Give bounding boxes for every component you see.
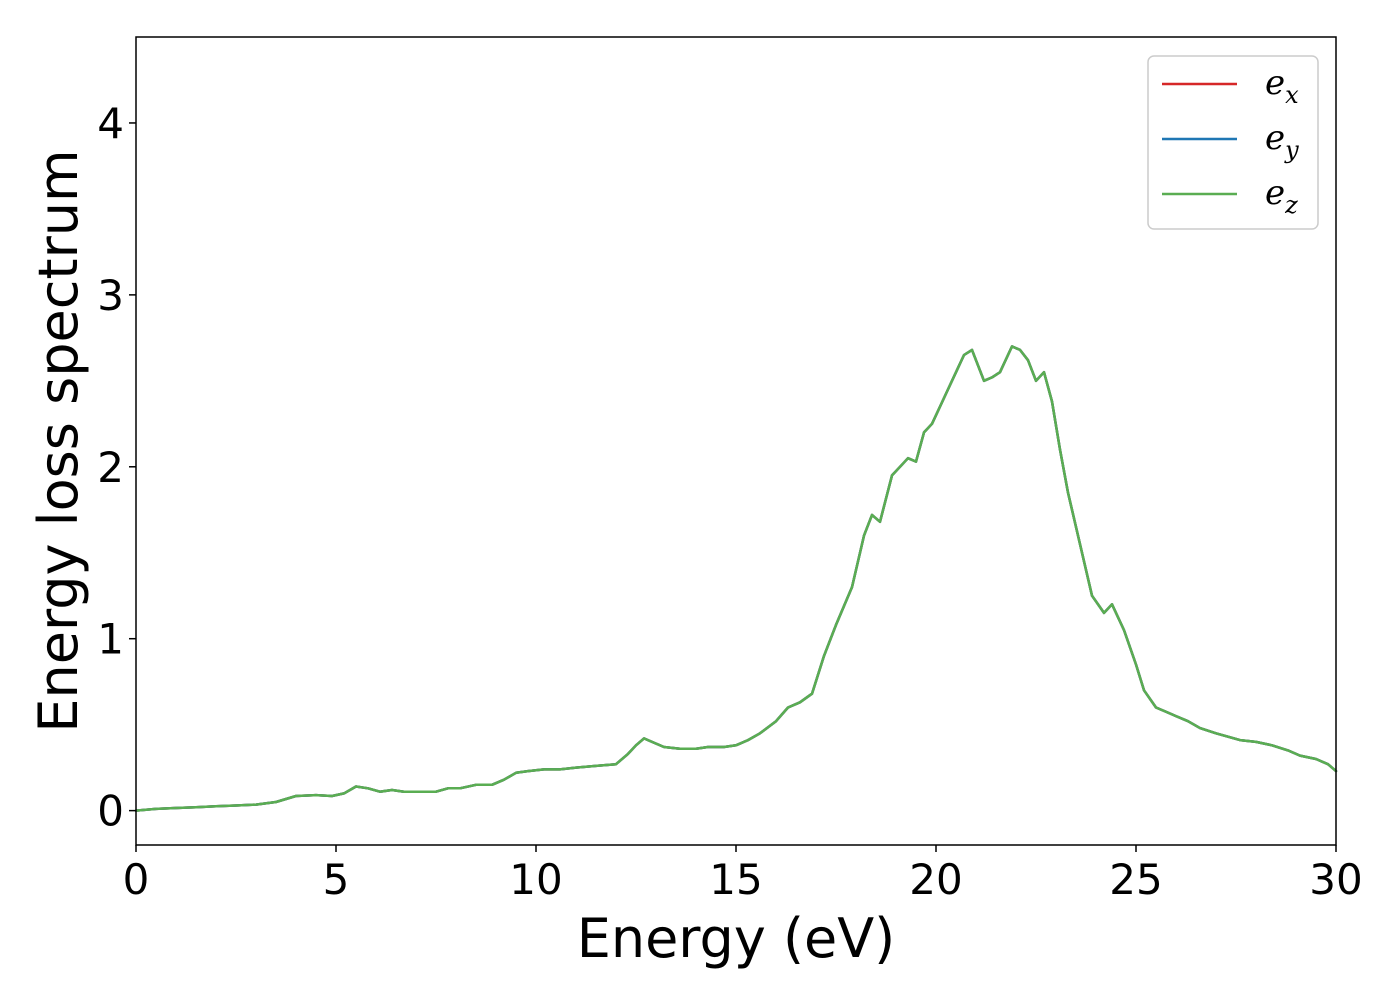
legend-label-y: ey <box>1265 118 1299 164</box>
x-axis-label: Energy (eV) <box>577 907 896 970</box>
x-tick-label: 0 <box>123 855 150 904</box>
series-line-z <box>134 345 1338 812</box>
x-tick-label: 25 <box>1109 855 1162 904</box>
x-axis-ticks: 0 5 10 15 20 25 30 <box>123 845 1363 904</box>
plot-area <box>134 345 1338 812</box>
x-tick-label: 30 <box>1309 855 1362 904</box>
x-tick-label: 10 <box>509 855 562 904</box>
legend: ex ey ez <box>1147 55 1319 230</box>
y-tick-label: 2 <box>97 443 124 492</box>
x-tick-label: 20 <box>909 855 962 904</box>
axes-frame <box>135 36 1337 846</box>
y-tick-label: 3 <box>97 271 124 320</box>
legend-label-z: ez <box>1265 173 1298 219</box>
y-tick-label: 0 <box>97 787 124 836</box>
x-tick-label: 15 <box>709 855 762 904</box>
x-tick-label: 5 <box>323 855 350 904</box>
legend-box <box>1147 55 1319 230</box>
y-axis-ticks: 0 1 2 3 4 <box>97 99 136 836</box>
y-tick-label: 4 <box>97 99 124 148</box>
y-axis-label: Energy loss spectrum <box>27 149 90 732</box>
legend-label-x: ex <box>1265 63 1299 109</box>
y-tick-label: 1 <box>97 615 124 664</box>
